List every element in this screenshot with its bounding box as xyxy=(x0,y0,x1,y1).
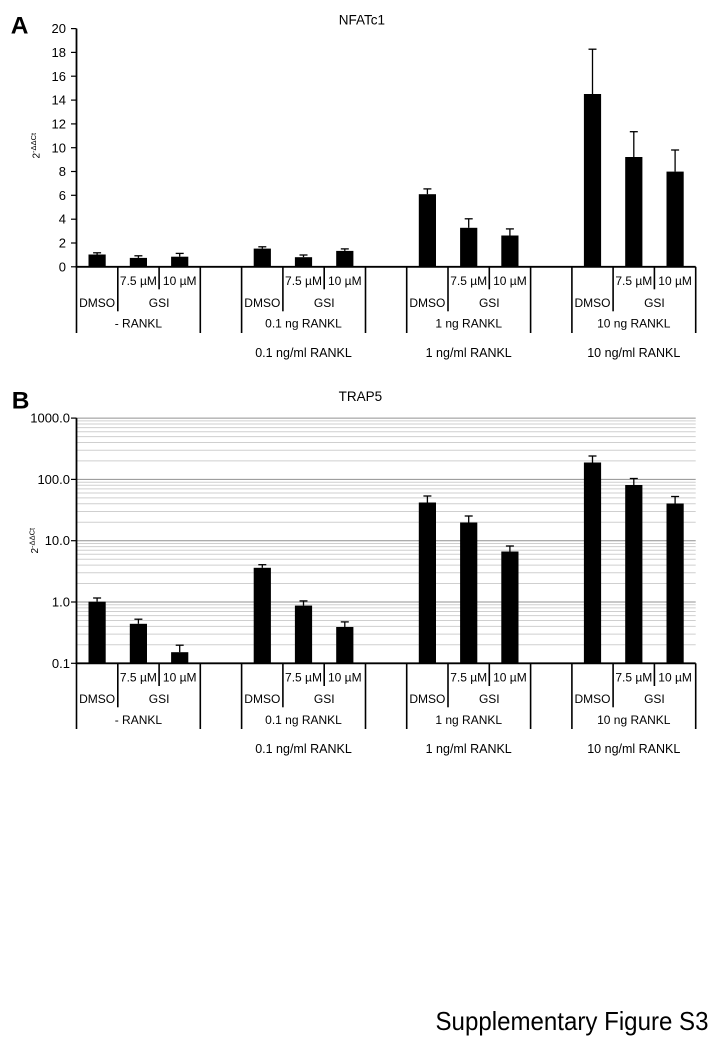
svg-text:1 ng/ml RANKL: 1 ng/ml RANKL xyxy=(426,346,512,360)
svg-text:0.1 ng/ml RANKL: 0.1 ng/ml RANKL xyxy=(255,346,352,360)
svg-text:0.1: 0.1 xyxy=(52,656,70,671)
svg-text:20: 20 xyxy=(52,21,66,36)
svg-text:2: 2 xyxy=(59,236,66,251)
svg-text:10 µM: 10 µM xyxy=(328,274,362,288)
svg-text:7.5 µM: 7.5 µM xyxy=(285,671,322,685)
svg-text:NFATc1: NFATc1 xyxy=(339,13,385,28)
svg-text:1 ng RANKL: 1 ng RANKL xyxy=(435,713,502,727)
svg-text:7.5 µM: 7.5 µM xyxy=(120,671,157,685)
svg-text:DMSO: DMSO xyxy=(409,296,445,310)
svg-text:16: 16 xyxy=(52,69,66,84)
svg-text:TRAP5: TRAP5 xyxy=(339,389,383,404)
svg-text:- RANKL: - RANKL xyxy=(115,317,163,331)
svg-text:0: 0 xyxy=(59,259,66,274)
svg-text:DMSO: DMSO xyxy=(575,296,611,310)
svg-text:0.1 ng RANKL: 0.1 ng RANKL xyxy=(265,317,342,331)
svg-text:10 ng/ml RANKL: 10 ng/ml RANKL xyxy=(587,346,680,360)
svg-text:GSI: GSI xyxy=(314,692,335,706)
svg-text:1000.0: 1000.0 xyxy=(30,411,70,426)
svg-text:1 ng/ml RANKL: 1 ng/ml RANKL xyxy=(426,742,512,756)
svg-text:0.1 ng RANKL: 0.1 ng RANKL xyxy=(265,713,342,727)
svg-text:7.5 µM: 7.5 µM xyxy=(285,274,322,288)
svg-text:GSI: GSI xyxy=(644,692,665,706)
svg-text:12: 12 xyxy=(52,116,66,131)
svg-text:DMSO: DMSO xyxy=(575,692,611,706)
svg-text:A: A xyxy=(11,13,29,40)
svg-text:7.5 µM: 7.5 µM xyxy=(450,671,487,685)
svg-text:10: 10 xyxy=(52,140,66,155)
svg-text:DMSO: DMSO xyxy=(79,296,115,310)
svg-text:100.0: 100.0 xyxy=(37,472,70,487)
svg-text:GSI: GSI xyxy=(479,296,500,310)
svg-text:14: 14 xyxy=(52,93,66,108)
svg-text:Supplementary Figure S3: Supplementary Figure S3 xyxy=(436,1006,709,1036)
svg-text:10 µM: 10 µM xyxy=(658,274,692,288)
svg-text:7.5 µM: 7.5 µM xyxy=(615,671,652,685)
svg-text:18: 18 xyxy=(52,45,66,60)
svg-text:6: 6 xyxy=(59,188,66,203)
svg-text:10 µM: 10 µM xyxy=(328,671,362,685)
svg-text:10 µM: 10 µM xyxy=(493,671,527,685)
svg-text:7.5 µM: 7.5 µM xyxy=(450,274,487,288)
svg-text:- RANKL: - RANKL xyxy=(115,713,163,727)
svg-text:GSI: GSI xyxy=(479,692,500,706)
svg-text:1.0: 1.0 xyxy=(52,595,70,610)
svg-text:7.5 µM: 7.5 µM xyxy=(615,274,652,288)
svg-text:DMSO: DMSO xyxy=(409,692,445,706)
svg-text:10 µM: 10 µM xyxy=(163,671,197,685)
svg-text:GSI: GSI xyxy=(149,296,170,310)
svg-text:10 ng RANKL: 10 ng RANKL xyxy=(597,713,671,727)
svg-text:0.1 ng/ml RANKL: 0.1 ng/ml RANKL xyxy=(255,742,352,756)
svg-text:10 µM: 10 µM xyxy=(163,274,197,288)
svg-text:GSI: GSI xyxy=(644,296,665,310)
svg-text:DMSO: DMSO xyxy=(244,692,280,706)
svg-text:B: B xyxy=(12,388,30,415)
svg-text:10 µM: 10 µM xyxy=(493,274,527,288)
svg-text:7.5 µM: 7.5 µM xyxy=(120,274,157,288)
svg-text:GSI: GSI xyxy=(314,296,335,310)
svg-text:1 ng RANKL: 1 ng RANKL xyxy=(435,317,502,331)
svg-text:10 µM: 10 µM xyxy=(658,671,692,685)
svg-text:4: 4 xyxy=(59,212,66,227)
svg-text:10 ng/ml RANKL: 10 ng/ml RANKL xyxy=(587,742,680,756)
svg-text:10.0: 10.0 xyxy=(45,533,70,548)
svg-text:8: 8 xyxy=(59,164,66,179)
svg-text:DMSO: DMSO xyxy=(244,296,280,310)
svg-text:10 ng RANKL: 10 ng RANKL xyxy=(597,317,671,331)
svg-text:GSI: GSI xyxy=(149,692,170,706)
svg-text:DMSO: DMSO xyxy=(79,692,115,706)
